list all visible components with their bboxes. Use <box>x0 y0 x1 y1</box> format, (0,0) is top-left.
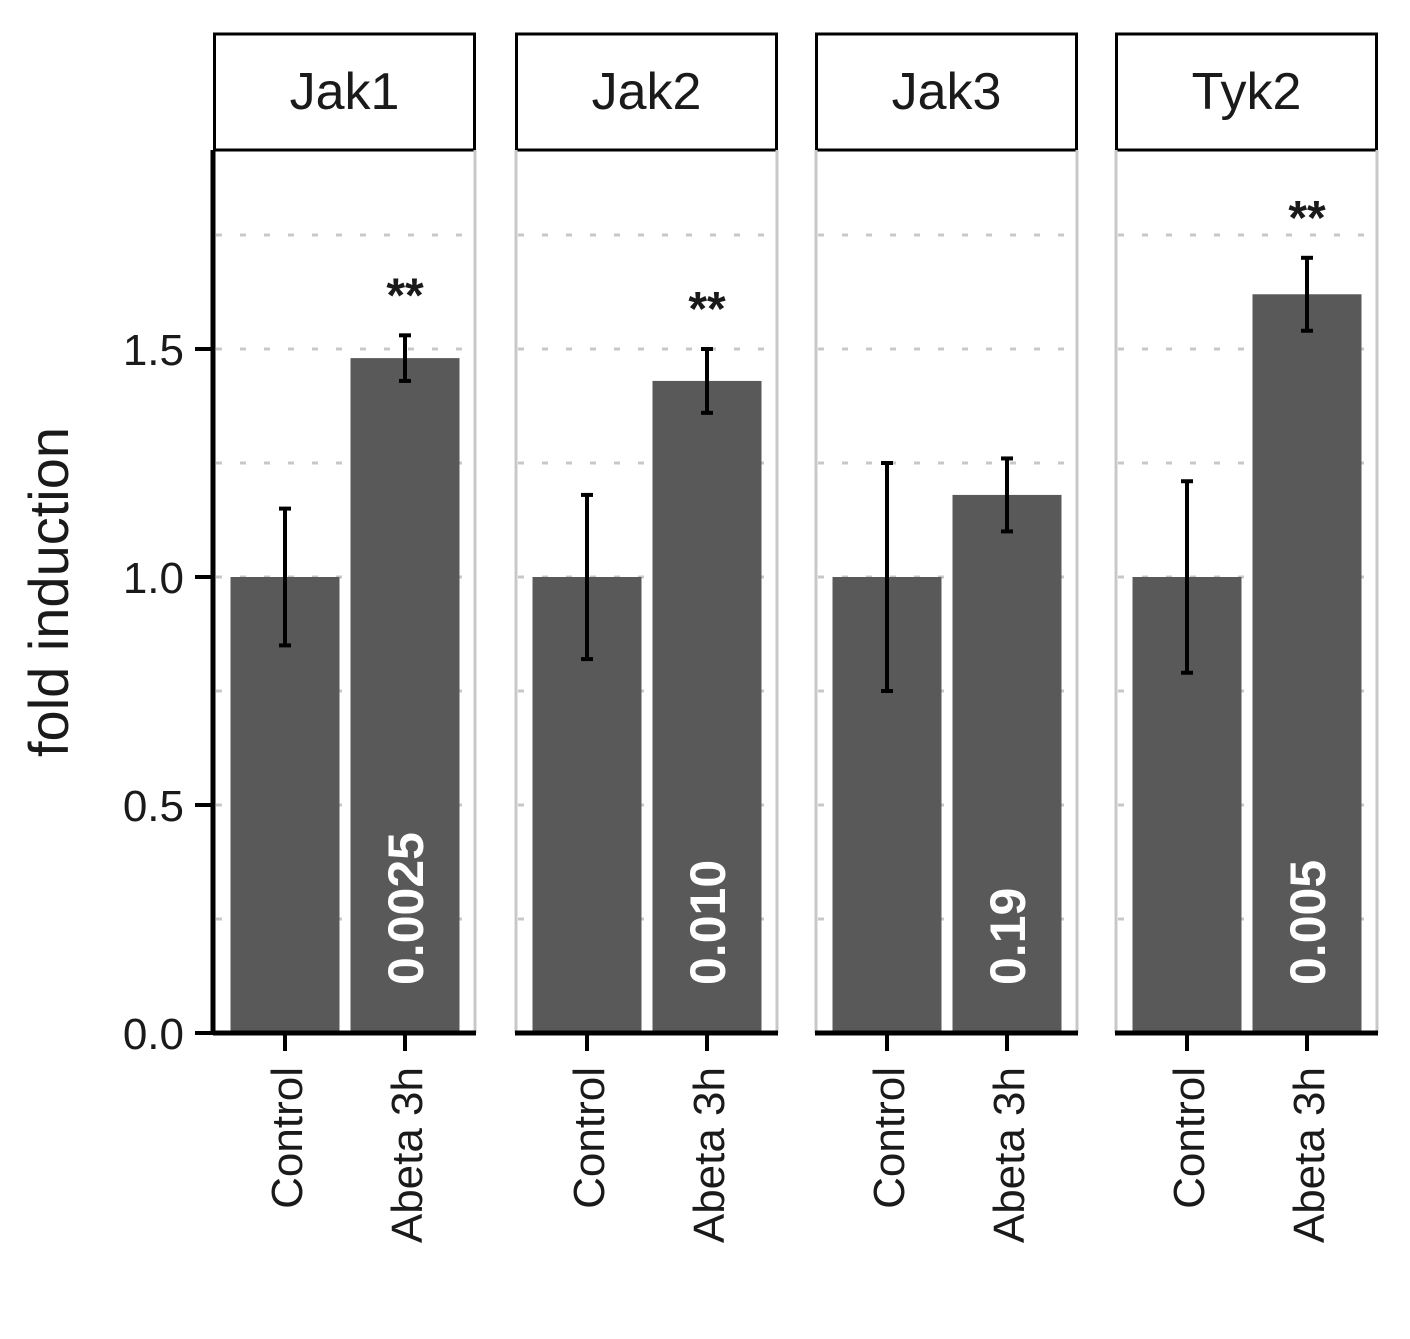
error-bar <box>1001 456 1013 534</box>
bar-jak2-abeta <box>652 380 762 1033</box>
y-tick-label: 0.0 <box>123 1010 184 1059</box>
bar-jak1-control <box>230 577 340 1033</box>
significance-marker: ** <box>1288 192 1326 245</box>
y-tick-label: 0.5 <box>123 782 184 831</box>
facet-panels: Jak1 0.0025 ** Control Abeta 3h Jak2 0.010 ** Co… <box>213 32 1379 1243</box>
p-value-label: 0.0025 <box>378 832 434 985</box>
y-axis: 0.0 0.5 1.0 1.5 <box>123 150 216 1059</box>
strip-box <box>1115 32 1378 152</box>
strip-label: Jak1 <box>290 63 400 121</box>
x-tick-label: Abeta 3h <box>1285 1067 1334 1243</box>
strip-label: Jak3 <box>892 63 1002 121</box>
error-bar <box>1301 255 1313 333</box>
y-tick-label: 1.0 <box>123 554 184 603</box>
facet-panel-jak2: Jak2 0.010 ** Control Abeta 3h <box>514 32 779 1243</box>
x-tick-label: Abeta 3h <box>383 1067 432 1243</box>
p-value-label: 0.005 <box>1280 860 1336 985</box>
strip-box <box>213 32 476 152</box>
x-tick-label: Control <box>1165 1067 1214 1209</box>
facet-panel-jak3: Jak3 0.19 Control Abeta 3h <box>814 32 1079 1243</box>
x-tick-label: Abeta 3h <box>985 1067 1034 1243</box>
error-bar <box>701 347 713 415</box>
p-value-label: 0.19 <box>980 888 1036 985</box>
x-tick-label: Control <box>263 1067 312 1209</box>
error-bar <box>1181 479 1193 675</box>
strip-box <box>815 32 1078 152</box>
bar-tyk2-abeta <box>1252 294 1362 1033</box>
x-tick-label: Abeta 3h <box>685 1067 734 1243</box>
error-bar <box>399 333 411 383</box>
facet-panel-jak1: Jak1 0.0025 ** Control Abeta 3h <box>213 32 477 1243</box>
y-axis-title: fold induction <box>17 427 80 757</box>
significance-marker: ** <box>386 269 424 322</box>
y-tick-label: 1.5 <box>123 326 184 375</box>
significance-marker: ** <box>688 283 726 336</box>
x-tick-label: Control <box>565 1067 614 1209</box>
strip-box <box>515 32 778 152</box>
error-bar <box>581 492 593 662</box>
error-bar <box>881 461 893 693</box>
error-bar <box>279 506 291 648</box>
strip-label: Jak2 <box>592 63 702 121</box>
facet-panel-tyk2: Tyk2 0.005 ** Control Abeta 3h <box>1114 32 1379 1243</box>
bar-jak1-abeta <box>350 358 460 1033</box>
x-tick-label: Control <box>865 1067 914 1209</box>
bar-jak3-abeta <box>952 494 1062 1033</box>
strip-label: Tyk2 <box>1192 63 1302 121</box>
p-value-label: 0.010 <box>680 860 736 985</box>
